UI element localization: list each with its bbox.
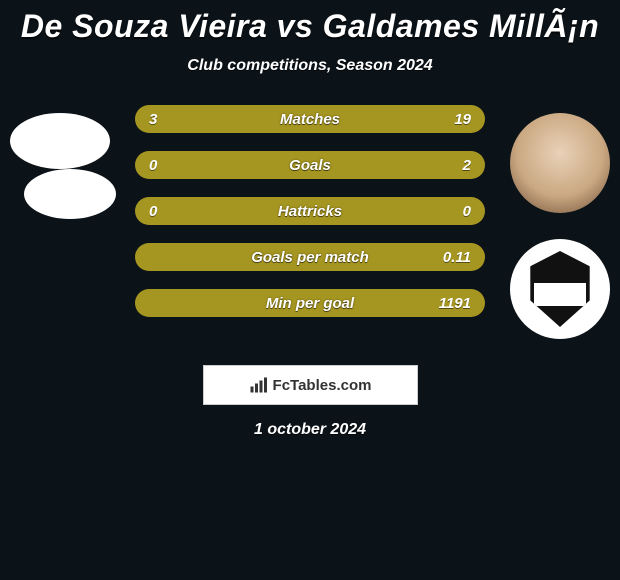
stat-value-left: 0 bbox=[149, 151, 157, 179]
stat-label: Hattricks bbox=[135, 197, 485, 225]
stat-value-left: 3 bbox=[149, 105, 157, 133]
player-right-club bbox=[510, 239, 610, 339]
comparison-panel: Matches319Goals02Hattricks00Goals per ma… bbox=[0, 105, 620, 355]
bar-chart-icon bbox=[249, 376, 267, 394]
stat-label: Goals bbox=[135, 151, 485, 179]
page-title: De Souza Vieira vs Galdames MillÃ¡n bbox=[0, 8, 620, 45]
stat-row: Goals0 2 bbox=[135, 151, 485, 179]
subtitle: Club competitions, Season 2024 bbox=[0, 57, 620, 75]
stat-row: Goals per match0.11 bbox=[135, 243, 485, 271]
stat-label: Goals per match bbox=[135, 243, 485, 271]
stat-value-right: 1191 bbox=[439, 289, 471, 317]
stat-row: Hattricks0 0 bbox=[135, 197, 485, 225]
stat-value-right: 0.11 bbox=[443, 243, 471, 271]
date-label: 1 october 2024 bbox=[0, 421, 620, 439]
footer-text: FcTables.com bbox=[273, 377, 372, 394]
stat-row: Min per goal1191 bbox=[135, 289, 485, 317]
stat-value-right: 2 bbox=[463, 151, 471, 179]
stat-label: Min per goal bbox=[135, 289, 485, 317]
player-left-avatar bbox=[10, 113, 110, 169]
stat-value-right: 0 bbox=[463, 197, 471, 225]
stat-label: Matches bbox=[135, 105, 485, 133]
stat-value-left: 0 bbox=[149, 197, 157, 225]
footer-attribution: FcTables.com bbox=[203, 365, 418, 405]
club-badge-icon bbox=[527, 251, 593, 327]
player-left-club bbox=[24, 169, 116, 219]
player-right-avatar bbox=[510, 113, 610, 213]
stat-bars: Matches319Goals02Hattricks00Goals per ma… bbox=[135, 105, 485, 335]
stat-row: Matches3 19 bbox=[135, 105, 485, 133]
stat-value-right: 19 bbox=[454, 105, 471, 133]
